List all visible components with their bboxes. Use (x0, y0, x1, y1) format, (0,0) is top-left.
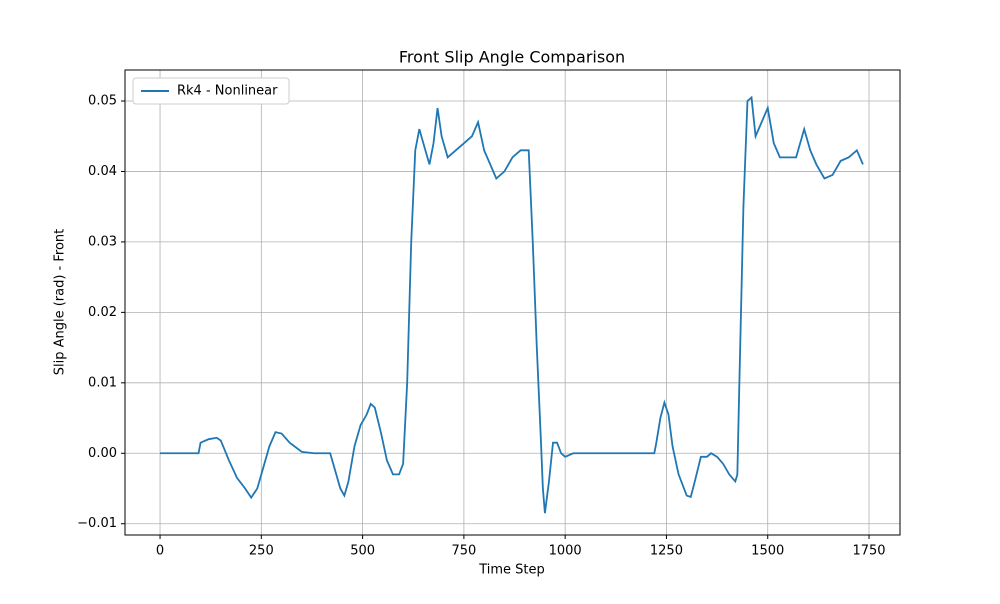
y-tick-label: −0.01 (77, 516, 117, 531)
y-tick-label: 0.05 (88, 94, 117, 109)
y-axis-label: Slip Angle (rad) - Front (53, 229, 68, 376)
data-line (160, 95, 864, 514)
x-tick-label: 1250 (650, 544, 683, 559)
x-tick-label: 0 (156, 544, 164, 559)
x-tick-label: 1750 (852, 544, 885, 559)
plot-frame (124, 69, 901, 536)
y-tick-label: 0.02 (88, 305, 117, 320)
y-tick-label: 0.03 (88, 234, 117, 249)
x-tick-label: 500 (350, 544, 375, 559)
x-tick-label: 750 (451, 544, 476, 559)
x-tick-label: 1000 (549, 544, 582, 559)
y-tick-label: 0.04 (88, 164, 117, 179)
y-tick-label: 0.00 (88, 446, 117, 461)
legend-box (132, 77, 290, 105)
chart-title: Front Slip Angle Comparison (399, 48, 625, 67)
x-tick-label: 250 (249, 544, 274, 559)
legend-label: Rk4 - Nonlinear (177, 84, 278, 99)
x-axis-label: Time Step (478, 563, 545, 578)
x-tick-label: 1500 (751, 544, 784, 559)
y-tick-label: 0.01 (88, 375, 117, 390)
